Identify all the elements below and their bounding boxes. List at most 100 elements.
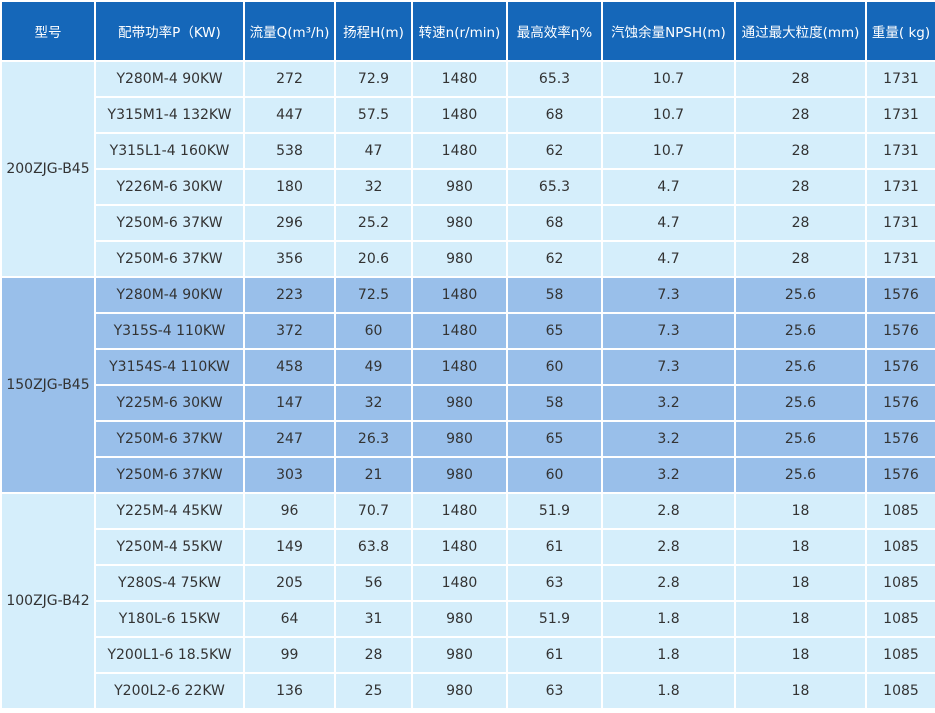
table-cell: 136 (245, 674, 334, 708)
table-row: Y315L1-4 160KW 538 47 1480 62 10.7 28 1731 (2, 134, 935, 168)
table-cell: 980 (413, 602, 506, 636)
table-cell: 28 (736, 170, 865, 204)
table-cell: 18 (736, 602, 865, 636)
table-cell: 1480 (413, 278, 506, 312)
table-cell: 3.2 (603, 422, 734, 456)
table-cell: 1731 (867, 134, 935, 168)
table-row: 100ZJG-B42 Y225M-4 45KW 96 70.7 1480 51.9 2.8 1… (2, 494, 935, 708)
table-cell: 1576 (867, 458, 935, 492)
table-row: Y200L1-6 18.5KW 99 28 980 61 1.8 18 1085 (2, 638, 935, 672)
table-cell: 149 (245, 530, 334, 564)
table-cell: 980 (413, 422, 506, 456)
table-cell: 25.6 (736, 422, 865, 456)
table-cell: 7.3 (603, 314, 734, 348)
table-cell: 51.9 (508, 602, 601, 636)
table-row: Y226M-6 30KW 180 32 980 65.3 4.7 28 1731 (2, 170, 935, 204)
table-cell: 1576 (867, 422, 935, 456)
table-cell: 63 (508, 674, 601, 708)
table-cell: 1480 (413, 98, 506, 132)
table-cell: 2.8 (603, 566, 734, 600)
table-cell: 3.2 (603, 386, 734, 420)
table-row: Y315S-4 110KW 372 60 1480 65 7.3 25.6 1576 (2, 314, 935, 348)
table-cell: 68 (508, 98, 601, 132)
header-weight: 重量( kg) (867, 2, 935, 60)
table-cell: 1085 (867, 566, 935, 600)
header-power: 配带功率P（KW) (96, 2, 243, 60)
table-cell: 31 (336, 602, 411, 636)
model-group: 150ZJG-B45 Y280M-4 90KW 223 72.5 1480 58 7.3 25… (2, 278, 935, 492)
model-group: 100ZJG-B42 Y225M-4 45KW 96 70.7 1480 51.9 2.8 1… (2, 494, 935, 708)
table-cell: 26.3 (336, 422, 411, 456)
table-cell: 32 (336, 170, 411, 204)
table-cell: 28 (736, 206, 865, 240)
table-cell: 447 (245, 98, 334, 132)
table-row: Y180L-6 15KW 64 31 980 51.9 1.8 18 1085 (2, 602, 935, 636)
table-cell: 1731 (867, 170, 935, 204)
table-cell: 980 (413, 386, 506, 420)
table-cell: 25.6 (736, 458, 865, 492)
table-cell: 1480 (413, 314, 506, 348)
table-cell: 458 (245, 350, 334, 384)
table-cell: 4.7 (603, 170, 734, 204)
table-cell: 68 (508, 206, 601, 240)
table-cell: 58 (508, 386, 601, 420)
model-cell: 100ZJG-B42 (2, 494, 94, 708)
table-cell: 72.5 (336, 278, 411, 312)
table-cell: 25.6 (736, 386, 865, 420)
table-cell: 356 (245, 242, 334, 276)
table-cell: 65.3 (508, 62, 601, 96)
table-cell: 64 (245, 602, 334, 636)
table-cell: Y225M-4 45KW (96, 494, 243, 528)
table-cell: 1576 (867, 350, 935, 384)
table-cell: 205 (245, 566, 334, 600)
table-row: Y250M-6 37KW 296 25.2 980 68 4.7 28 1731 (2, 206, 935, 240)
table-cell: 10.7 (603, 62, 734, 96)
table-row: 200ZJG-B45 Y280M-4 90KW 272 72.9 1480 65.3 10.… (2, 62, 935, 276)
table-cell: 25.6 (736, 314, 865, 348)
table-cell: 4.7 (603, 242, 734, 276)
table-cell: 58 (508, 278, 601, 312)
table-cell: 980 (413, 170, 506, 204)
table-cell: 25.6 (736, 278, 865, 312)
table-cell: 61 (508, 530, 601, 564)
table-cell: 28 (736, 98, 865, 132)
table-cell: 65 (508, 314, 601, 348)
table-cell: Y200L1-6 18.5KW (96, 638, 243, 672)
table-cell: 63 (508, 566, 601, 600)
table-cell: 1480 (413, 134, 506, 168)
table-cell: 1576 (867, 278, 935, 312)
table-cell: 1480 (413, 62, 506, 96)
table-cell: 25.6 (736, 350, 865, 384)
table-cell: 1480 (413, 494, 506, 528)
table-cell: 1480 (413, 350, 506, 384)
table-cell: 1576 (867, 314, 935, 348)
table-cell: 32 (336, 386, 411, 420)
table-cell: Y280M-4 90KW (96, 278, 243, 312)
table-cell: 223 (245, 278, 334, 312)
header-particle-size: 通过最大粒度(mm) (736, 2, 865, 60)
table-cell: 1.8 (603, 602, 734, 636)
table-cell: 1085 (867, 602, 935, 636)
table-cell: 1085 (867, 638, 935, 672)
table-cell: 65 (508, 422, 601, 456)
table-row: Y250M-4 55KW 149 63.8 1480 61 2.8 18 1085 (2, 530, 935, 564)
table-cell: 7.3 (603, 350, 734, 384)
table-cell: 980 (413, 242, 506, 276)
table-cell: 1731 (867, 62, 935, 96)
table-cell: 2.8 (603, 530, 734, 564)
table-cell: 60 (508, 350, 601, 384)
table-row: Y200L2-6 22KW 136 25 980 63 1.8 18 1085 (2, 674, 935, 708)
header-model: 型号 (2, 2, 94, 60)
model-group: 200ZJG-B45 Y280M-4 90KW 272 72.9 1480 65.3 10.… (2, 62, 935, 276)
table-cell: Y200L2-6 22KW (96, 674, 243, 708)
table-cell: 372 (245, 314, 334, 348)
table-cell: 18 (736, 638, 865, 672)
table-cell: 1576 (867, 386, 935, 420)
table-cell: 72.9 (336, 62, 411, 96)
table-cell: 47 (336, 134, 411, 168)
table-cell: 70.7 (336, 494, 411, 528)
table-cell: 980 (413, 674, 506, 708)
table-cell: 1.8 (603, 674, 734, 708)
table-cell: Y180L-6 15KW (96, 602, 243, 636)
table-cell: 18 (736, 530, 865, 564)
